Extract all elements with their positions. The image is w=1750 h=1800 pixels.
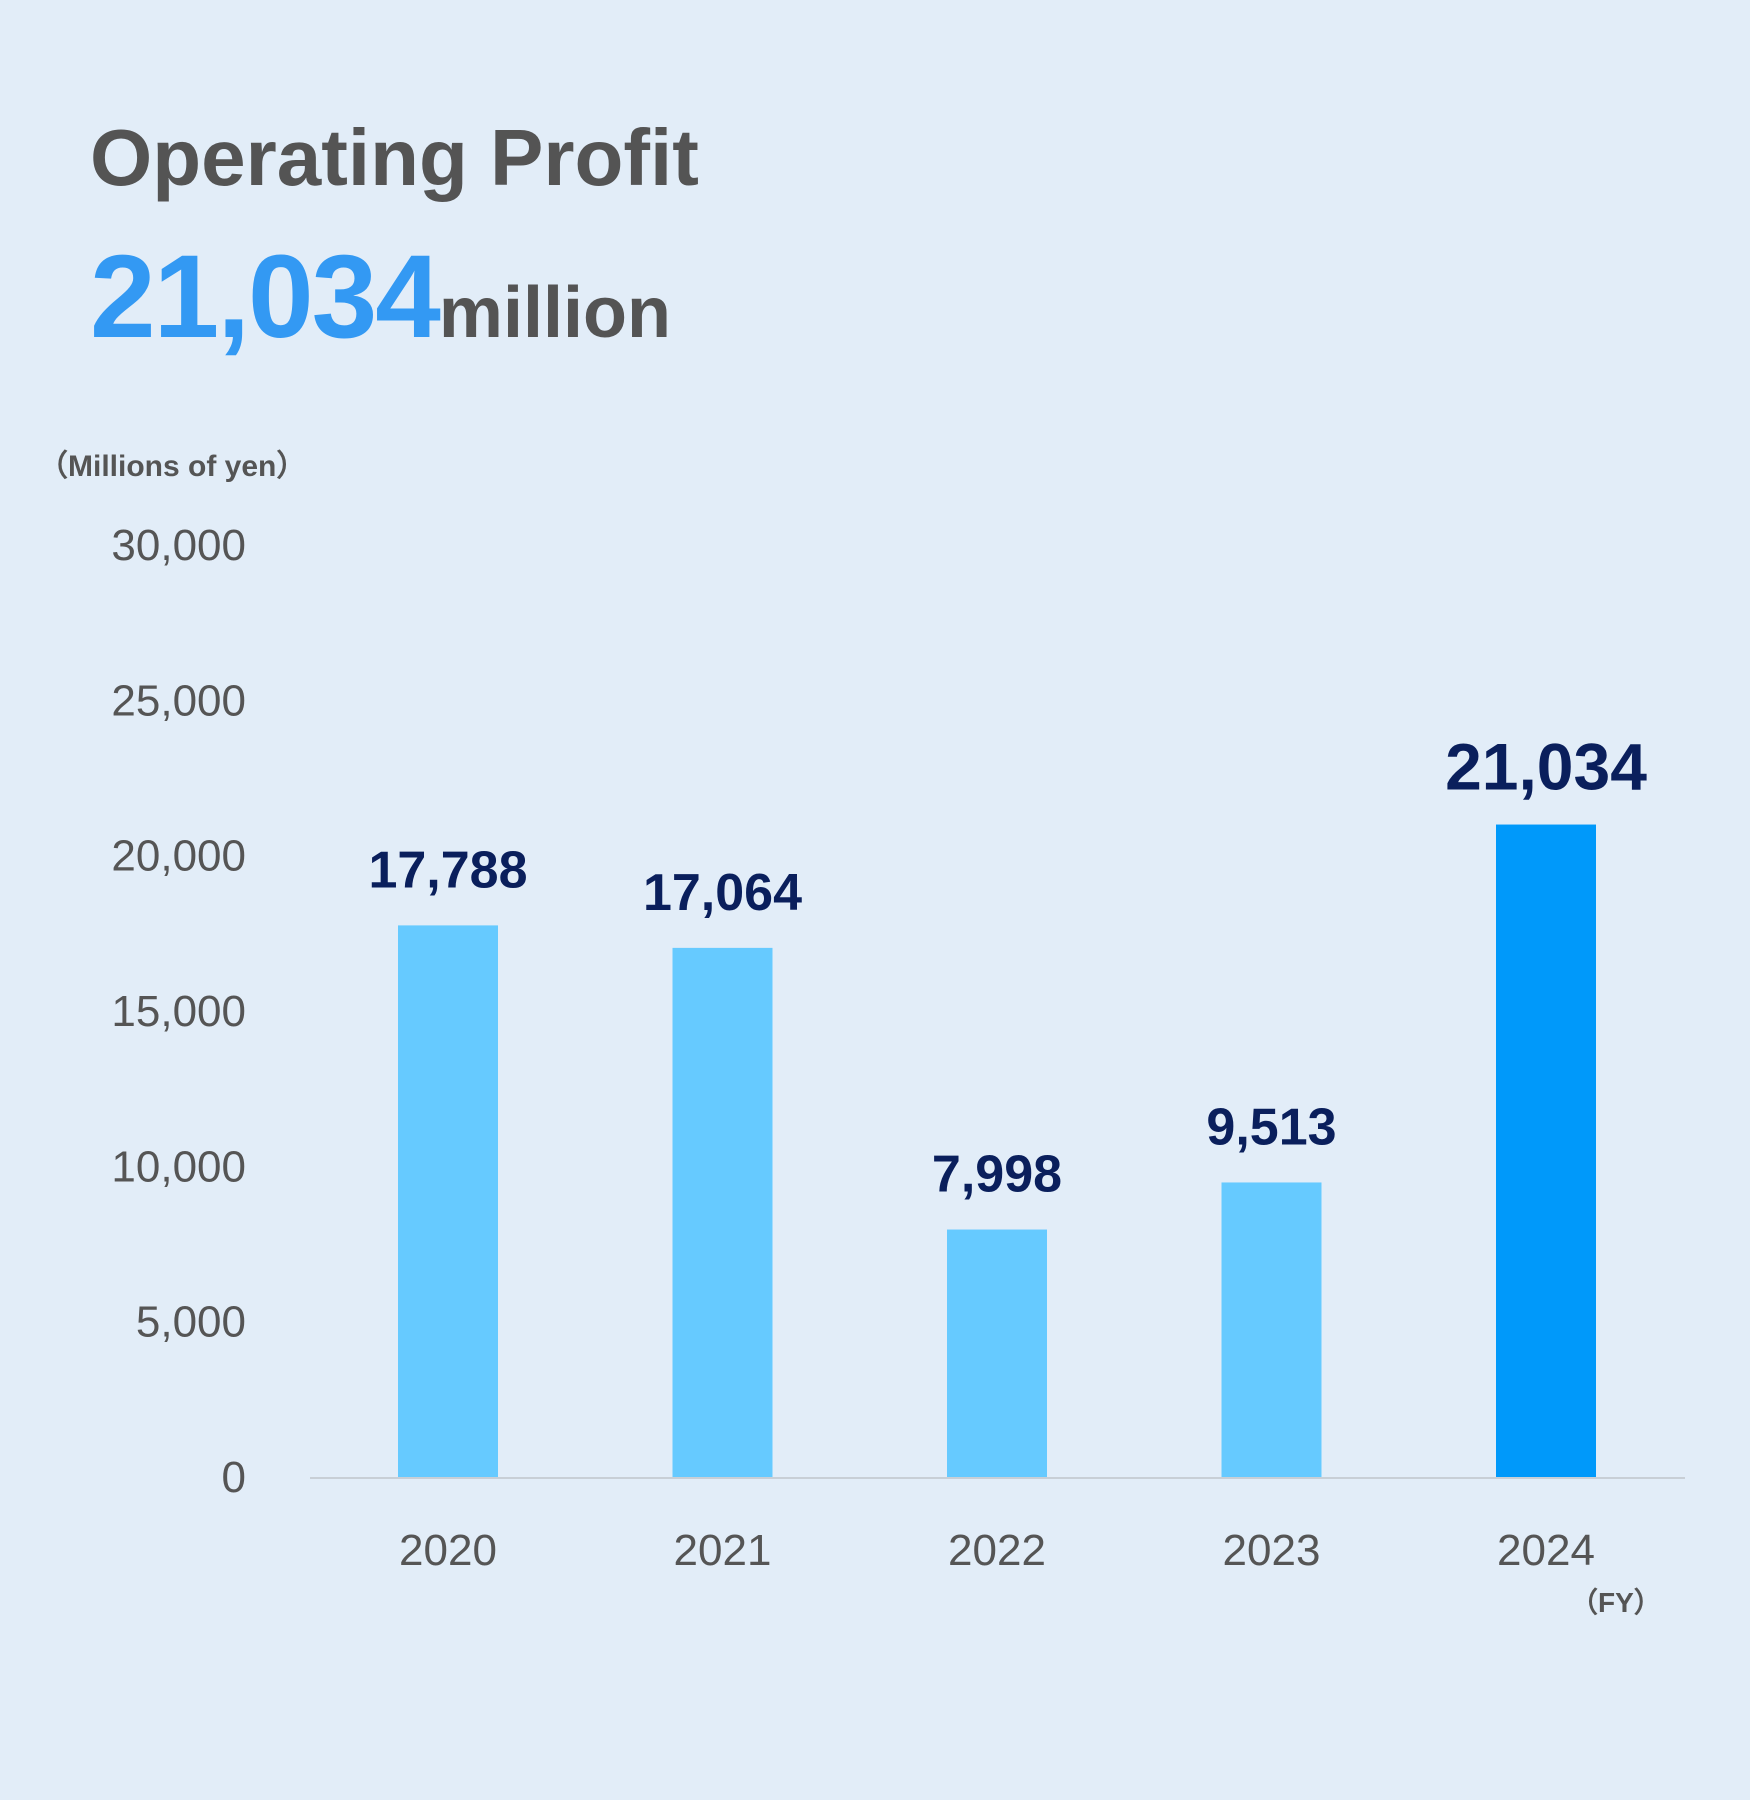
y-axis-ticks: 0 5,000 10,000 15,000 20,000 25,000 30,000 bbox=[111, 521, 246, 1502]
highlight-unit: million bbox=[438, 273, 671, 353]
value-labels: 17,788 17,064 7,998 9,513 21,034 bbox=[368, 730, 1647, 1204]
chart-title: Operating Profit bbox=[90, 113, 699, 202]
y-tick-label: 10,000 bbox=[111, 1142, 246, 1191]
x-tick-label: 2021 bbox=[674, 1526, 772, 1575]
x-tick-label: 2020 bbox=[399, 1526, 497, 1575]
y-tick-label: 0 bbox=[222, 1453, 246, 1502]
y-tick-label: 20,000 bbox=[111, 832, 246, 881]
x-tick-label: 2024 bbox=[1497, 1526, 1595, 1575]
value-label-2022: 7,998 bbox=[932, 1146, 1062, 1204]
y-tick-label: 15,000 bbox=[111, 987, 246, 1036]
headline: Operating Profit 21,034million bbox=[90, 113, 699, 357]
x-tick-label: 2022 bbox=[948, 1526, 1046, 1575]
value-label-2020: 17,788 bbox=[368, 841, 527, 899]
value-label-2021: 17,064 bbox=[643, 864, 802, 922]
y-tick-label: 30,000 bbox=[111, 521, 246, 570]
highlight-figure: 21,034million bbox=[90, 238, 699, 356]
y-tick-label: 25,000 bbox=[111, 676, 246, 725]
bars bbox=[398, 824, 1596, 1478]
x-unit-label: （FY） bbox=[1570, 1586, 1662, 1618]
value-label-2024: 21,034 bbox=[1445, 730, 1647, 804]
x-axis-ticks: 2020 2021 2022 2023 2024 bbox=[399, 1526, 1595, 1575]
bar-2024 bbox=[1496, 824, 1596, 1478]
y-unit-label: （Millions of yen） bbox=[38, 449, 306, 483]
bar-2023 bbox=[1221, 1182, 1322, 1478]
bar-2020 bbox=[398, 925, 498, 1478]
bar-2022 bbox=[947, 1229, 1047, 1478]
highlight-value: 21,034 bbox=[90, 231, 441, 363]
y-tick-label: 5,000 bbox=[136, 1298, 246, 1347]
x-tick-label: 2023 bbox=[1223, 1526, 1321, 1575]
value-label-2023: 9,513 bbox=[1206, 1098, 1336, 1156]
bar-2021 bbox=[672, 947, 773, 1478]
